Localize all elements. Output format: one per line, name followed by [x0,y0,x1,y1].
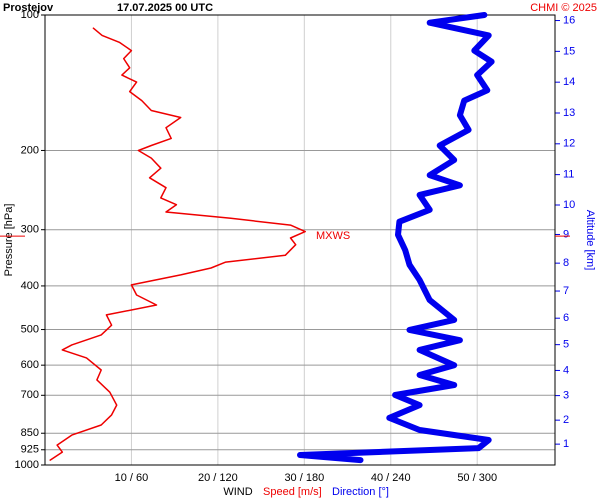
y2-tick-label: 1 [563,438,569,450]
y-tick-label: 1000 [15,459,39,471]
x-tick-label: 50 / 300 [457,472,497,484]
y-tick-label: 850 [21,427,39,439]
y2-tick-label: 9 [563,228,569,240]
y-tick-label: 400 [21,280,39,292]
y2-tick-label: 15 [563,45,575,57]
y2-tick-label: 12 [563,138,575,150]
y-tick-label: 500 [21,323,39,335]
y2-tick-label: 13 [563,107,575,119]
y2-tick-label: 8 [563,257,569,269]
y-tick-label: 600 [21,359,39,371]
legend-entry: Direction [°] [332,486,389,498]
y2-tick-label: 2 [563,414,569,426]
y-tick-label: 700 [21,389,39,401]
x-tick-label: 30 / 180 [284,472,324,484]
y2-tick-label: 3 [563,390,569,402]
plot-frame [44,14,556,466]
y-tick-label: 925 [21,444,39,456]
y-tick-label: 300 [21,224,39,236]
profile-line [49,27,306,461]
x-axis-label: WIND [223,486,252,498]
y2-tick-label: 7 [563,285,569,297]
chart-title: Prostejov [3,2,54,14]
y2-tick-label: 14 [563,76,575,88]
y2-tick-label: 16 [563,14,575,26]
x-tick-label: 40 / 240 [371,472,411,484]
annotation: MXWS [316,230,350,242]
chart-subtitle: 17.07.2025 00 UTC [117,2,213,14]
profile-line [297,12,495,464]
y2-tick-label: 11 [563,169,574,181]
y2-tick-label: 4 [563,364,569,376]
y2-axis-label: Altitude [km] [584,210,596,271]
x-tick-label: 20 / 120 [198,472,238,484]
x-tick-label: 10 / 60 [115,472,149,484]
credit: CHMI © 2025 [530,2,597,14]
y2-tick-label: 6 [563,312,569,324]
y2-tick-label: 5 [563,339,569,351]
legend-entry: Speed [m/s] [263,486,322,498]
y-axis-label: Pressure [hPa] [3,204,15,277]
y-tick-label: 100 [21,9,39,21]
y2-tick-label: 10 [563,199,575,211]
y-tick-label: 200 [21,144,39,156]
